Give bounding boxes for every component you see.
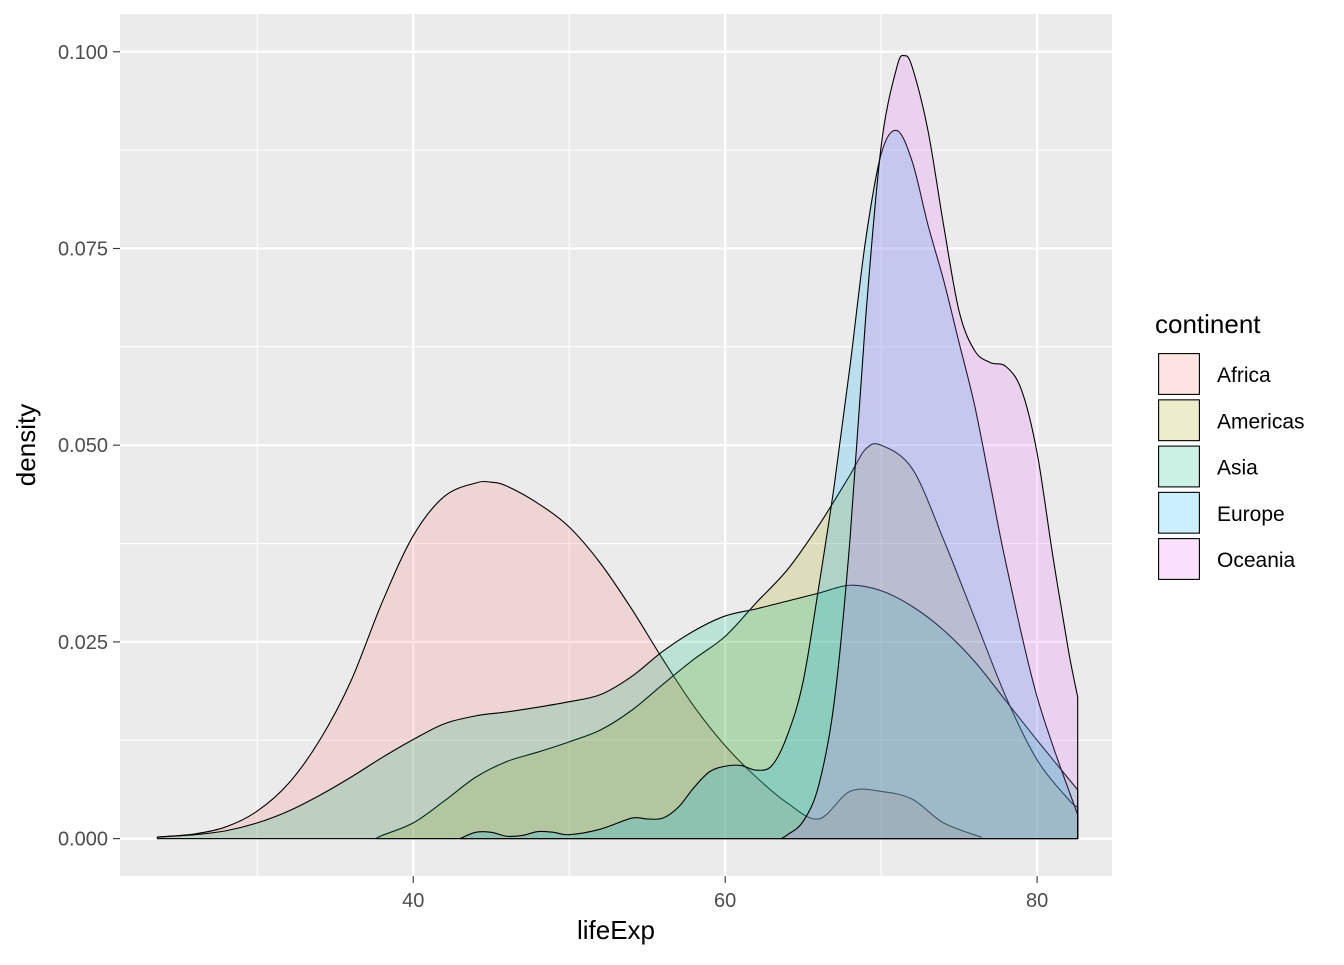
legend-key-bg-africa — [1158, 353, 1200, 395]
x-tick-label: 80 — [1026, 890, 1048, 912]
density-area-europe — [459, 129, 1079, 840]
y-tick-label: 0.050 — [58, 435, 108, 457]
y-tick-label: 0.075 — [58, 238, 108, 260]
x-axis-title: lifeExp — [577, 915, 655, 945]
legend-key-bg-europe — [1158, 491, 1200, 534]
y-axis-title: density — [11, 404, 41, 486]
legend-title: continent — [1155, 309, 1261, 339]
legend-label-americas: Americas — [1217, 410, 1305, 433]
legend-key-europe — [1158, 491, 1200, 534]
density-area-africa — [156, 480, 982, 840]
legend-key-asia — [1158, 445, 1200, 488]
legend-key-bg-asia — [1158, 445, 1200, 488]
y-axis: 0.000 0.025 0.050 0.075 0.100 — [58, 42, 120, 851]
legend-label-africa: Africa — [1217, 364, 1271, 387]
legend: continent Africa Americas Asia Europe Oceani… — [1155, 309, 1305, 580]
legend-label-europe: Europe — [1217, 503, 1285, 526]
y-tick-label: 0.000 — [58, 829, 108, 851]
density-area-oceania — [780, 54, 1079, 840]
legend-key-africa — [1158, 353, 1200, 395]
legend-label-asia: Asia — [1217, 457, 1258, 480]
x-axis: 40 60 80 — [402, 876, 1048, 912]
x-tick-label: 60 — [714, 890, 736, 912]
x-tick-label: 40 — [402, 890, 424, 912]
legend-key-oceania — [1158, 538, 1200, 580]
legend-key-americas — [1158, 399, 1200, 442]
density-area-americas — [375, 443, 1079, 840]
legend-label-oceania: Oceania — [1217, 549, 1296, 572]
legend-key-bg-americas — [1158, 399, 1200, 442]
density-area-asia — [156, 584, 1079, 840]
y-tick-label: 0.025 — [58, 632, 108, 654]
legend-key-bg-oceania — [1158, 538, 1200, 580]
density-areas — [156, 54, 1079, 840]
y-tick-label: 0.100 — [58, 42, 108, 64]
